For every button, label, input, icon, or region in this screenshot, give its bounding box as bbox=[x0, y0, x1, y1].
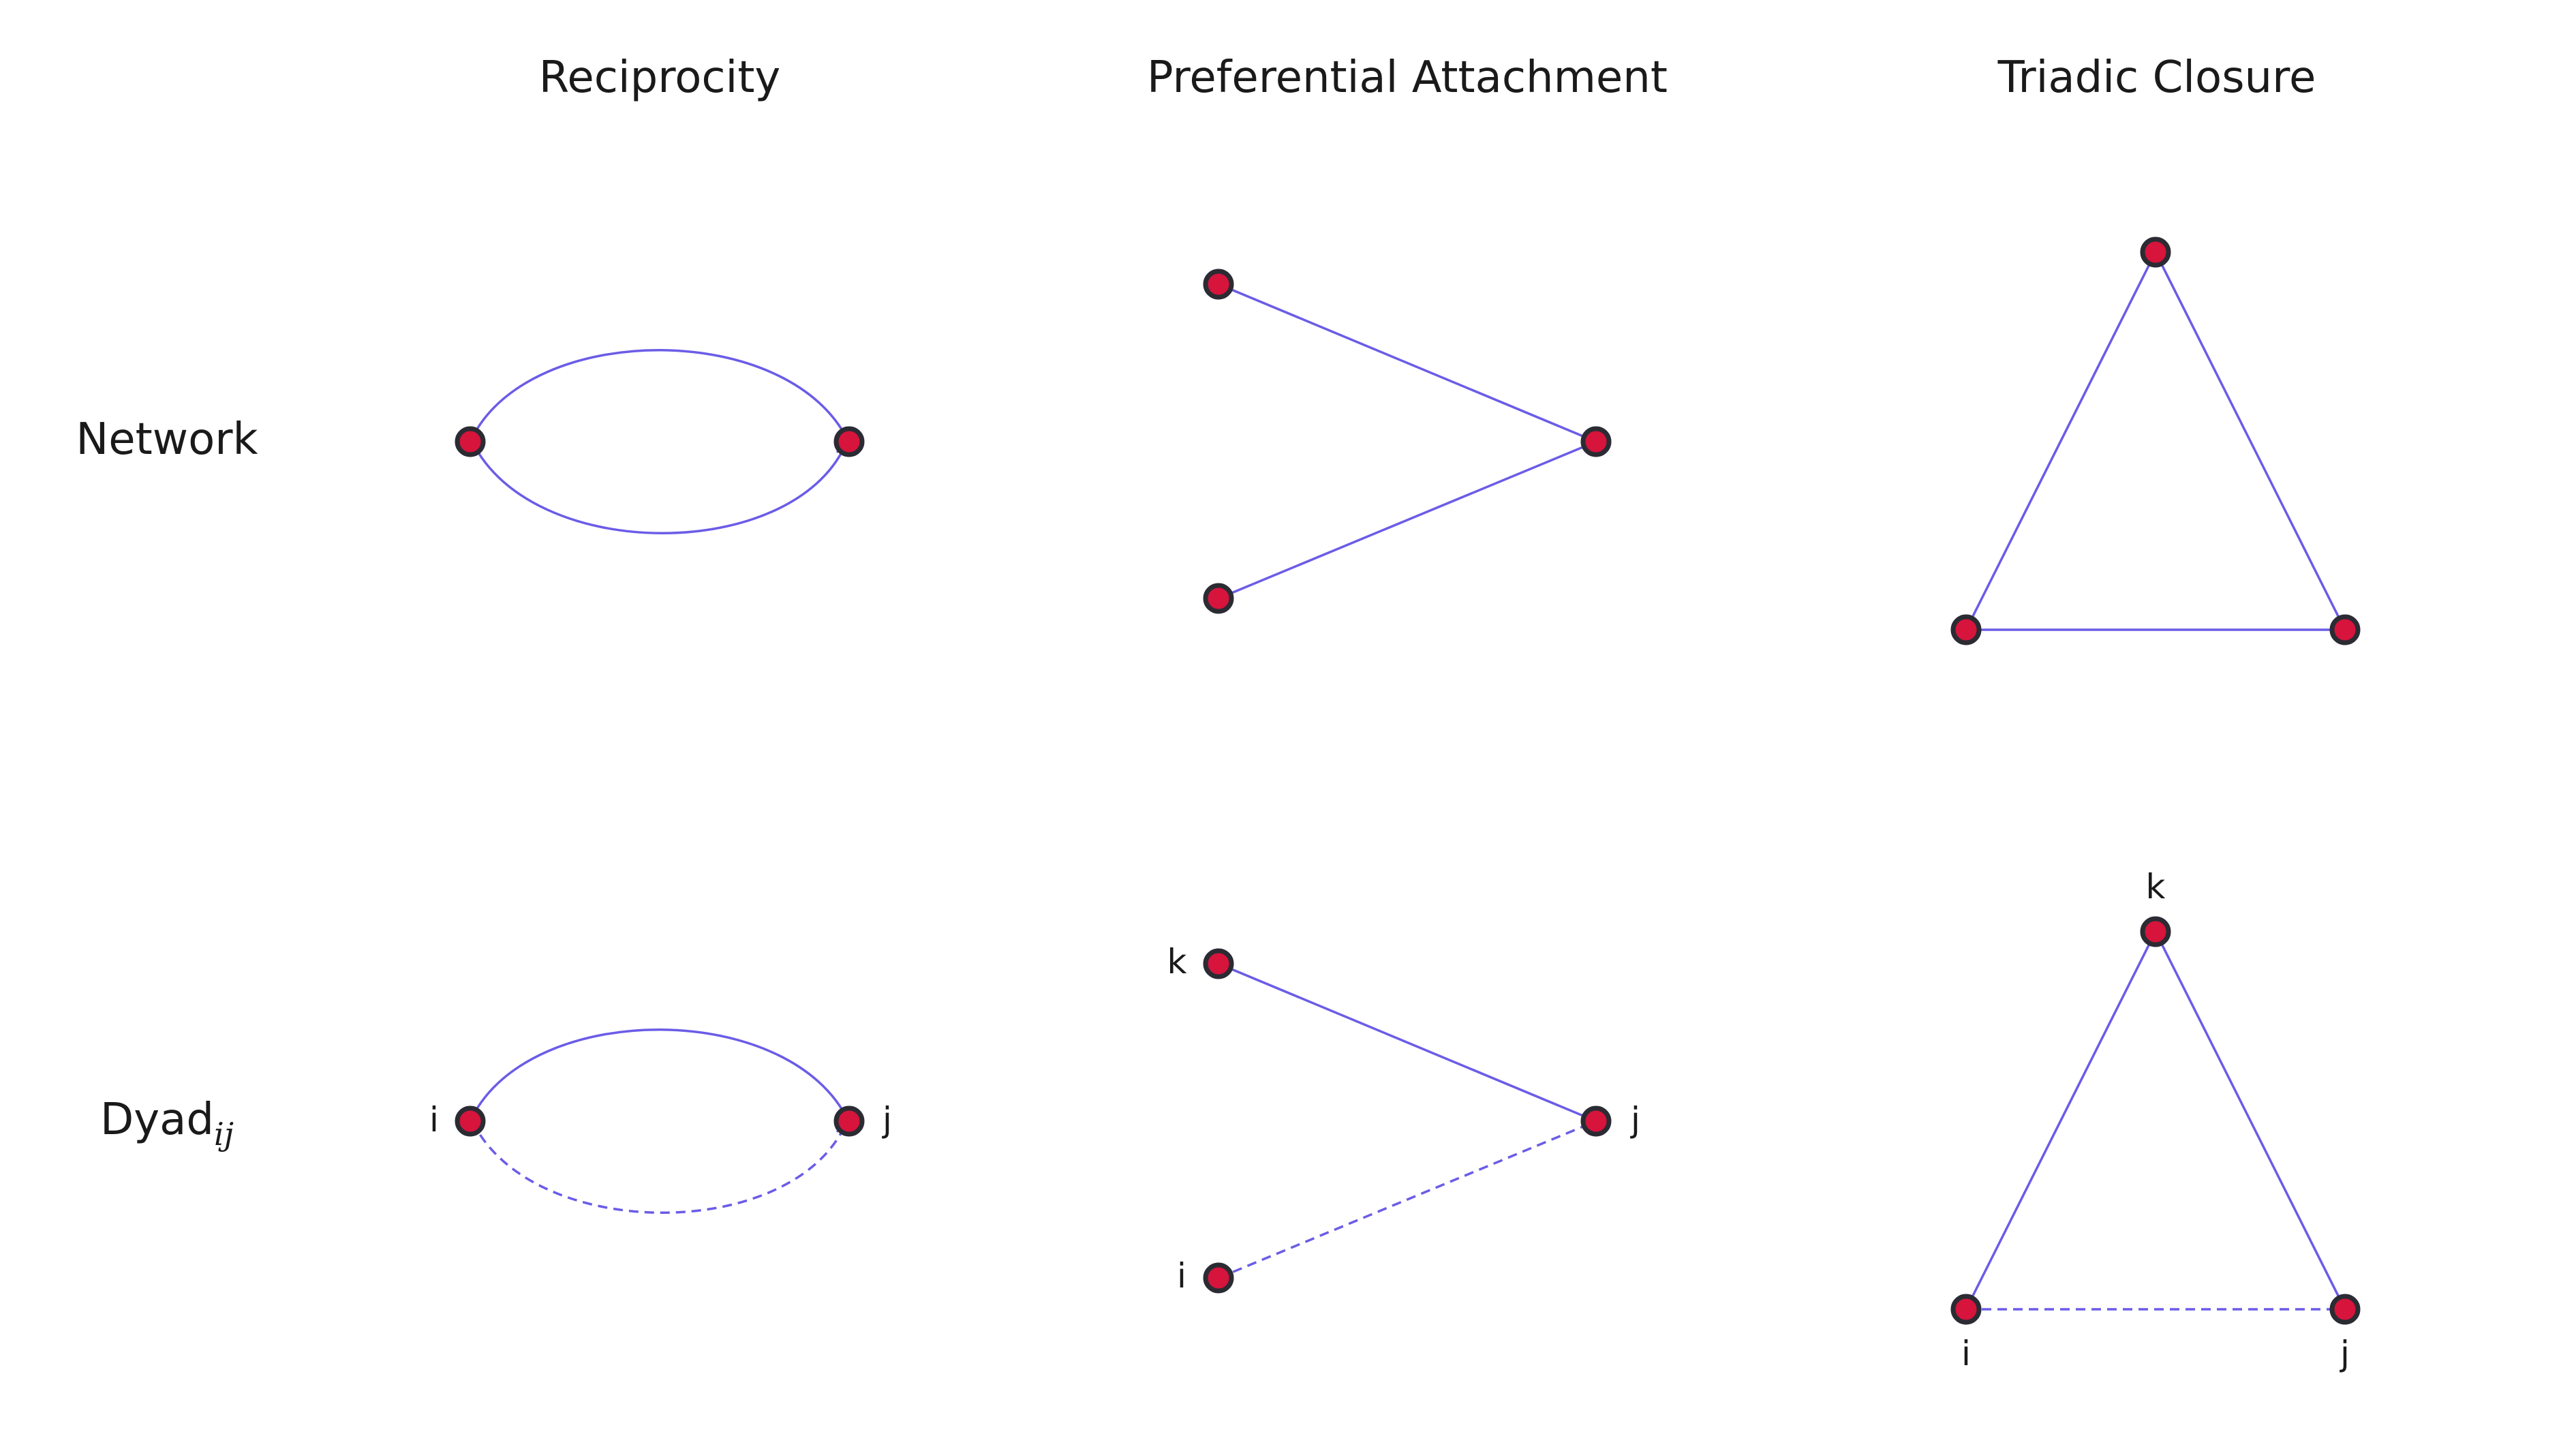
reciprocity-dyad-node-j bbox=[833, 1105, 865, 1137]
tc-dyad-edge-ki bbox=[1965, 931, 2157, 1310]
row-label-dyad-subscript: ij bbox=[214, 1116, 234, 1153]
reciprocity-dyad-edge-lower-dashed bbox=[471, 1120, 846, 1214]
pa-dyad-node-j bbox=[1580, 1105, 1612, 1137]
tc-node-label-i: i bbox=[1961, 1334, 1971, 1373]
preferential-attachment-network-diagram bbox=[1203, 269, 1612, 614]
pa-dyad-node-i bbox=[1203, 1262, 1234, 1294]
pa-dyad-edge-ij-dashed bbox=[1218, 1120, 1597, 1279]
row-label-network: Network bbox=[76, 414, 258, 465]
reciprocity-node-label-j: j bbox=[882, 1100, 892, 1140]
row-label-dyad: Dyadij bbox=[100, 1095, 234, 1153]
tc-node-top bbox=[2140, 237, 2171, 268]
preferential-attachment-dyad-diagram: k j i bbox=[1167, 942, 1640, 1296]
pa-node-label-k: k bbox=[1167, 942, 1187, 981]
reciprocity-dyad-edge-upper bbox=[471, 1028, 850, 1122]
reciprocity-edge-upper bbox=[471, 349, 850, 442]
tc-dyad-node-i bbox=[1950, 1294, 1982, 1325]
column-title-reciprocity: Reciprocity bbox=[539, 52, 781, 103]
tc-node-label-j: j bbox=[2340, 1334, 2350, 1373]
tc-edge-left bbox=[1965, 251, 2157, 630]
reciprocity-dyad-node-i bbox=[455, 1105, 486, 1137]
row-label-dyad-text: Dyad bbox=[100, 1095, 214, 1145]
tc-edge-right bbox=[2154, 251, 2346, 630]
triadic-closure-network-diagram bbox=[1950, 237, 2361, 645]
triadic-closure-dyad-diagram: k i j bbox=[1950, 867, 2361, 1373]
pa-node-hub bbox=[1580, 426, 1612, 457]
reciprocity-network-diagram bbox=[455, 349, 865, 534]
reciprocity-edge-lower bbox=[471, 441, 846, 534]
pa-node-top bbox=[1203, 269, 1234, 300]
tc-node-left bbox=[1950, 614, 1982, 645]
reciprocity-node-label-i: i bbox=[429, 1100, 439, 1140]
tc-node-right bbox=[2329, 614, 2361, 645]
pa-dyad-edge-kj bbox=[1218, 962, 1597, 1123]
pa-dyad-node-k bbox=[1203, 948, 1234, 979]
pa-edge-bottom bbox=[1218, 440, 1597, 600]
tc-dyad-edge-kj bbox=[2154, 931, 2346, 1310]
column-title-preferential-attachment: Preferential Attachment bbox=[1147, 52, 1668, 103]
pa-node-bottom bbox=[1203, 583, 1234, 614]
tc-dyad-node-j bbox=[2329, 1294, 2361, 1325]
tc-dyad-node-k bbox=[2140, 916, 2171, 947]
reciprocity-dyad-diagram: i j bbox=[429, 1028, 892, 1214]
pa-node-label-i: i bbox=[1177, 1256, 1186, 1296]
reciprocity-node-right bbox=[833, 426, 865, 457]
reciprocity-node-left bbox=[455, 426, 486, 457]
tc-node-label-k: k bbox=[2146, 867, 2166, 906]
pa-node-label-j: j bbox=[1630, 1100, 1640, 1140]
pa-edge-top bbox=[1218, 283, 1597, 443]
column-title-triadic-closure: Triadic Closure bbox=[1997, 52, 2316, 103]
